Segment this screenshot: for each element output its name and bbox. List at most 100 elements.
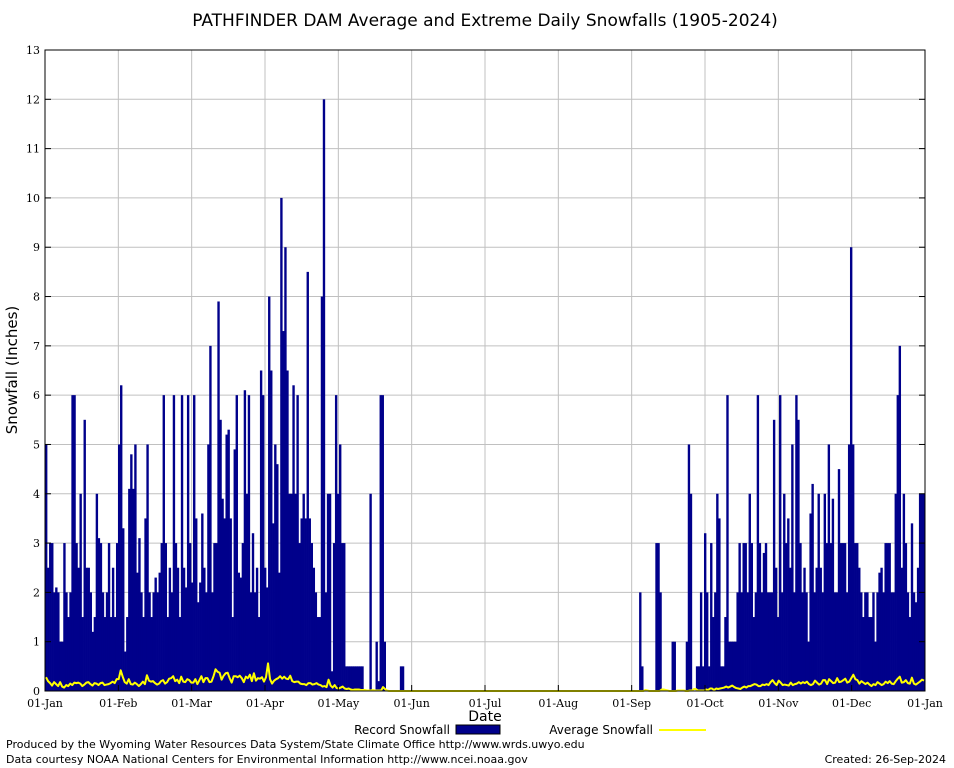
x-tick-label: 01-Sep (612, 697, 651, 710)
record-snowfall-bar (847, 444, 851, 691)
record-snowfall-bar (128, 488, 131, 691)
record-snowfall-bar (308, 518, 311, 691)
record-snowfall-bar (345, 666, 348, 691)
record-snowfall-bar (190, 582, 194, 691)
record-snowfall-bars (45, 99, 926, 692)
record-snowfall-bar (758, 543, 762, 691)
record-snowfall-bar (359, 666, 362, 691)
record-snowfall-bar (99, 543, 103, 691)
record-snowfall-bar (217, 301, 220, 691)
record-snowfall-bar (872, 592, 875, 691)
record-snowfall-bar (754, 592, 758, 691)
record-snowfall-bar (249, 592, 253, 691)
record-snowfall-bar (203, 567, 206, 691)
y-tick-label: 6 (33, 389, 40, 402)
record-snowfall-bar (714, 592, 717, 691)
record-snowfall-bar (328, 493, 332, 691)
record-snowfall-bar (215, 543, 218, 691)
record-snowfall-bar (882, 592, 885, 691)
record-snowfall-bar (339, 444, 342, 691)
record-snowfall-bar (77, 567, 80, 691)
record-snowfall-bar (746, 592, 749, 691)
record-snowfall-bar (197, 602, 200, 691)
record-snowfall-bar (750, 543, 753, 691)
record-snowfall-bar (852, 444, 855, 691)
record-snowfall-bar (811, 483, 814, 691)
record-snowfall-bar (347, 666, 350, 691)
record-snowfall-bar (854, 543, 857, 691)
y-tick-label: 11 (26, 143, 40, 156)
record-snowfall-bar (906, 592, 910, 691)
record-snowfall-bar (912, 592, 916, 691)
record-snowfall-bar (762, 552, 766, 691)
record-snowfall-bar (61, 641, 64, 691)
record-snowfall-bar (687, 444, 691, 691)
record-snowfall-bar (158, 572, 161, 691)
record-snowfall-bar (712, 617, 715, 691)
record-snowfall-bar (361, 666, 364, 691)
x-tick-label: 01-Aug (538, 697, 578, 710)
record-snowfall-bar (164, 543, 168, 691)
record-snowfall-bar (296, 395, 299, 691)
record-snowfall-bar (259, 370, 263, 691)
record-snowfall-bar (160, 543, 163, 691)
record-snowfall-bar (722, 666, 725, 691)
record-snowfall-bar (770, 592, 774, 691)
record-snowfall-bar (274, 444, 277, 691)
record-snowfall-bar (835, 592, 839, 691)
record-snowfall-bar (111, 567, 115, 691)
record-snowfall-bar (332, 543, 336, 691)
record-snowfall-bar (298, 543, 301, 691)
record-snowfall-bar (916, 567, 920, 691)
record-snowfall-bar (227, 429, 230, 691)
record-snowfall-bar (779, 395, 782, 691)
legend-record-swatch (455, 724, 501, 735)
record-snowfall-bar (219, 419, 222, 691)
record-snowfall-bar (45, 444, 48, 691)
record-snowfall-bar (120, 385, 123, 691)
record-snowfall-bar (168, 567, 172, 691)
record-snowfall-bar (728, 641, 731, 691)
record-snowfall-bar (207, 444, 210, 691)
record-snowfall-bar (146, 444, 149, 691)
record-snowfall-bar (294, 493, 297, 691)
record-snowfall-bar (91, 631, 95, 691)
record-snowfall-bar (659, 592, 662, 691)
record-snowfall-bar (890, 592, 893, 691)
record-snowfall-bar (689, 493, 693, 691)
record-snowfall-bar (876, 592, 879, 691)
record-snowfall-bar (136, 572, 139, 691)
record-snowfall-bar (732, 641, 735, 691)
record-snowfall-bar (245, 493, 249, 691)
record-snowfall-bar (178, 617, 182, 691)
record-snowfall-bar (783, 493, 786, 691)
record-snowfall-bar (375, 641, 378, 691)
record-snowfall-bar (272, 523, 275, 691)
record-snowfall-bar (209, 345, 212, 691)
record-snowfall-bar (304, 518, 307, 691)
record-snowfall-bar (83, 419, 86, 691)
record-snowfall-bar (71, 395, 74, 691)
x-tick-label: 01-Dec (832, 697, 871, 710)
record-snowfall-bar (774, 567, 778, 691)
record-snowfall-bar (864, 592, 867, 691)
record-snowfall-bar (369, 493, 372, 691)
record-snowfall-bar (841, 543, 845, 691)
credit-line-1: Produced by the Wyoming Water Resources … (6, 738, 585, 751)
record-snowfall-bar (900, 567, 904, 691)
record-snowfall-bar (180, 395, 184, 691)
record-snowfall-bar (797, 419, 800, 691)
record-snowfall-bar (888, 543, 891, 691)
record-snowfall-bar (49, 543, 52, 691)
record-snowfall-bar (302, 493, 305, 691)
record-snowfall-bar (334, 395, 338, 691)
record-snowfall-bar (870, 617, 873, 691)
record-snowfall-bar (706, 592, 709, 691)
record-snowfall-bar (768, 592, 772, 691)
record-snowfall-bar (655, 543, 658, 691)
record-snowfall-bar (839, 543, 843, 691)
record-snowfall-bar (825, 543, 829, 691)
created-date: Created: 26-Sep-2024 (824, 753, 946, 766)
x-tick-label: 01-Oct (686, 697, 724, 710)
